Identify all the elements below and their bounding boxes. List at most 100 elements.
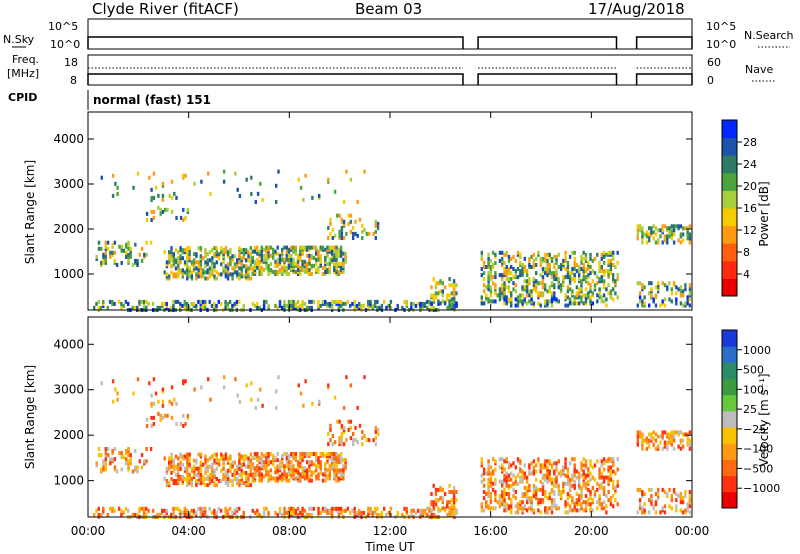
heatmap-cell: [275, 200, 278, 204]
heatmap-cell: [182, 379, 185, 384]
heatmap-cell: [602, 467, 606, 472]
heatmap-cell: [641, 303, 644, 308]
heatmap-cell: [209, 191, 212, 196]
heatmap-cell: [274, 470, 277, 475]
heatmap-cell: [192, 266, 196, 271]
heatmap-cell: [480, 295, 483, 300]
heatmap-cell: [179, 246, 182, 251]
heatmap-cell: [161, 508, 164, 513]
heatmap-cell: [439, 508, 442, 513]
heatmap-cell: [330, 299, 334, 304]
heatmap-cell: [582, 500, 585, 505]
heatmap-cell: [269, 267, 273, 272]
velocity-ylabel: Slant Range [km]: [23, 365, 37, 469]
y-tick-label: 2000: [53, 222, 84, 236]
heatmap-cell: [614, 498, 617, 503]
colorbar-swatch: [722, 330, 737, 347]
heatmap-cell: [305, 305, 309, 310]
heatmap-cell: [352, 438, 355, 443]
heatmap-cell: [684, 226, 687, 231]
heatmap-cell: [172, 262, 175, 267]
heatmap-cell: [262, 299, 266, 304]
heatmap-cell: [638, 224, 642, 229]
freq-trace: [635, 73, 693, 85]
heatmap-cell: [376, 512, 379, 517]
heatmap-cell: [120, 260, 123, 265]
heatmap-cell: [688, 293, 692, 298]
heatmap-cell: [564, 457, 567, 462]
heatmap-cell: [681, 500, 685, 505]
heatmap-cell: [274, 476, 277, 481]
heatmap-cell: [566, 496, 570, 501]
heatmap-cell: [299, 303, 302, 308]
heatmap-cell: [589, 463, 592, 468]
heatmap-cell: [260, 460, 263, 465]
heatmap-cell: [143, 459, 146, 464]
heatmap-cell: [571, 250, 574, 255]
heatmap-cell: [376, 305, 379, 310]
heatmap-cell: [108, 506, 112, 511]
heatmap-cell: [224, 246, 228, 251]
heatmap-cell: [668, 297, 671, 302]
heatmap-cell: [663, 283, 667, 288]
heatmap-cell: [539, 281, 542, 286]
heatmap-cell: [564, 465, 567, 470]
colorbar-swatch: [722, 475, 737, 493]
heatmap-cell: [285, 253, 288, 258]
heatmap-cell: [616, 295, 619, 300]
heatmap-cell: [505, 475, 508, 480]
heatmap-cell: [596, 252, 599, 257]
heatmap-cell: [311, 401, 314, 406]
heatmap-cell: [514, 481, 517, 486]
heatmap-cell: [260, 269, 263, 274]
colorbar-tick-label: −25: [743, 423, 766, 436]
heatmap-cell: [251, 462, 254, 467]
heatmap-cell: [591, 301, 594, 306]
heatmap-cell: [333, 245, 336, 250]
heatmap-cell: [326, 460, 329, 465]
heatmap-cell: [120, 244, 123, 249]
heatmap-cell: [550, 463, 554, 468]
heatmap-cell: [546, 508, 549, 513]
heatmap-cell: [276, 468, 279, 473]
heatmap-cell: [498, 250, 502, 255]
heatmap-cell: [548, 459, 551, 464]
heatmap-cell: [491, 506, 495, 511]
heatmap-cell: [584, 506, 588, 511]
heatmap-cell: [532, 469, 536, 474]
heatmap-cell: [650, 496, 653, 501]
heatmap-cell: [548, 269, 551, 274]
noise-traces: [87, 36, 693, 49]
heatmap-cell: [324, 478, 327, 483]
heatmap-cell: [584, 485, 588, 490]
heatmap-cell: [256, 247, 259, 252]
heatmap-cell: [102, 258, 105, 263]
heatmap-cell: [287, 272, 291, 276]
heatmap-cell: [573, 260, 576, 265]
heatmap-cell: [267, 460, 270, 465]
heatmap-cell: [573, 279, 576, 284]
heatmap-cell: [170, 415, 174, 420]
heatmap-cell: [434, 291, 438, 296]
heatmap-cell: [532, 263, 536, 267]
heatmap-cell: [238, 458, 241, 463]
heatmap-cell: [337, 305, 341, 310]
heatmap-cell: [575, 492, 579, 496]
colorbar-tick-label: 8: [743, 246, 750, 259]
heatmap-cell: [165, 510, 168, 515]
heatmap-cell: [186, 258, 189, 263]
heatmap-cell: [648, 303, 651, 308]
heatmap-cell: [305, 460, 309, 465]
heatmap-cell: [641, 283, 644, 288]
heatmap-cell: [287, 478, 291, 483]
heatmap-cell: [215, 483, 218, 488]
heatmap-cell: [324, 476, 327, 481]
heatmap-cell: [679, 293, 683, 298]
heatmap-cell: [503, 293, 506, 298]
heatmap-cell: [342, 236, 346, 240]
heatmap-cell: [679, 500, 683, 505]
heatmap-cell: [265, 265, 268, 270]
heatmap-cell: [256, 301, 259, 306]
heatmap-cell: [336, 419, 339, 424]
heatmap-cell: [276, 458, 279, 463]
